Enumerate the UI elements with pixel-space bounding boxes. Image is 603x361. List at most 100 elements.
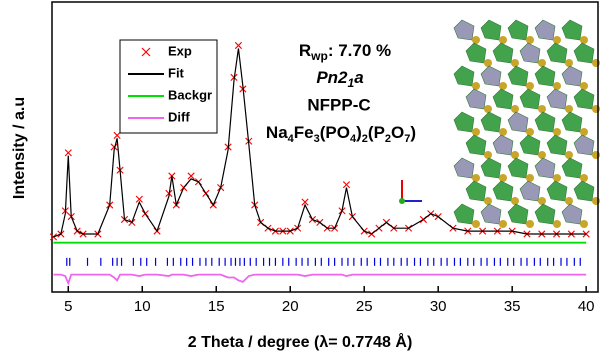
polyhedron xyxy=(547,43,567,63)
polyhedron xyxy=(520,181,540,201)
x-tick-label: 40 xyxy=(578,298,595,315)
polyhedron xyxy=(520,135,540,155)
polyhedron xyxy=(493,89,513,109)
polyhedron xyxy=(481,158,501,178)
atom xyxy=(526,36,534,44)
atom xyxy=(499,174,507,182)
polyhedron xyxy=(508,204,528,224)
formula-part: (P xyxy=(368,123,385,142)
atom xyxy=(553,82,561,90)
formula-part: Na xyxy=(266,123,288,142)
polyhedron xyxy=(562,20,582,40)
space-group: Pn21a xyxy=(316,68,363,90)
atom xyxy=(580,174,588,182)
atom xyxy=(472,128,480,136)
legend-label: Fit xyxy=(168,65,185,80)
polyhedron xyxy=(481,20,501,40)
atom xyxy=(580,36,588,44)
axis-triad xyxy=(399,180,422,204)
sample-name: NFPP-C xyxy=(307,95,370,114)
atom xyxy=(565,151,573,159)
polyhedron xyxy=(562,66,582,86)
polyhedron xyxy=(454,204,474,224)
polyhedron xyxy=(574,181,594,201)
exp-point xyxy=(235,42,241,48)
polyhedron xyxy=(508,112,528,132)
polyhedron xyxy=(562,112,582,132)
polyhedron xyxy=(562,158,582,178)
atom xyxy=(553,220,561,228)
formula-part: O xyxy=(391,123,404,142)
polyhedron xyxy=(547,89,567,109)
rwp: Rwp: 7.70 % xyxy=(299,41,391,63)
polyhedron xyxy=(520,43,540,63)
polyhedron xyxy=(508,20,528,40)
atom xyxy=(580,128,588,136)
legend-label: Backgr xyxy=(168,87,212,102)
polyhedron xyxy=(466,89,486,109)
atom xyxy=(484,105,492,113)
atom xyxy=(553,36,561,44)
polyhedron xyxy=(481,66,501,86)
atom xyxy=(484,59,492,67)
polyhedron xyxy=(547,181,567,201)
exp-point xyxy=(343,182,349,188)
atom xyxy=(484,151,492,159)
atom xyxy=(538,151,546,159)
crystal-structure xyxy=(454,20,600,228)
atom xyxy=(472,220,480,228)
polyhedron xyxy=(493,135,513,155)
polyhedron xyxy=(535,158,555,178)
polyhedron xyxy=(466,135,486,155)
polyhedron xyxy=(520,89,540,109)
atom xyxy=(565,105,573,113)
atom xyxy=(592,197,600,205)
polyhedron xyxy=(493,181,513,201)
polyhedron xyxy=(481,204,501,224)
y-axis-label: Intensity / a.u xyxy=(11,97,28,199)
legend-label: Exp xyxy=(168,43,192,58)
polyhedron xyxy=(574,43,594,63)
polyhedron xyxy=(562,204,582,224)
atom xyxy=(592,59,600,67)
polyhedron xyxy=(466,181,486,201)
series-line xyxy=(53,275,586,284)
formula-part: ) xyxy=(410,123,416,142)
polyhedron xyxy=(454,158,474,178)
atom xyxy=(484,197,492,205)
atom xyxy=(526,220,534,228)
atom xyxy=(526,82,534,90)
polyhedron xyxy=(535,112,555,132)
polyhedron xyxy=(454,20,474,40)
atom xyxy=(511,59,519,67)
x-tick-label: 35 xyxy=(504,298,521,315)
polyhedron xyxy=(454,112,474,132)
exp-point xyxy=(114,132,120,138)
polyhedron xyxy=(547,135,567,155)
x-tick-label: 10 xyxy=(134,298,151,315)
atom xyxy=(538,105,546,113)
formula-part: Fe xyxy=(294,123,314,142)
polyhedron xyxy=(535,20,555,40)
polyhedron xyxy=(535,204,555,224)
atom xyxy=(592,151,600,159)
atom xyxy=(499,82,507,90)
x-tick-label: 15 xyxy=(208,298,225,315)
atom xyxy=(538,59,546,67)
chart: 2 Theta / degree (λ= 0.7748 Å) Intensity… xyxy=(0,0,603,361)
legend-label: Diff xyxy=(168,109,190,124)
formula-part: (PO xyxy=(320,123,350,142)
polyhedron xyxy=(508,66,528,86)
atom xyxy=(472,36,480,44)
x-tick-label: 5 xyxy=(64,298,72,315)
exp-point xyxy=(188,173,194,179)
atom xyxy=(565,197,573,205)
atom xyxy=(511,105,519,113)
atom xyxy=(553,174,561,182)
atom xyxy=(580,220,588,228)
x-tick-label: 20 xyxy=(282,298,299,315)
polyhedron xyxy=(508,158,528,178)
atom xyxy=(553,128,561,136)
atom xyxy=(499,220,507,228)
x-axis-label: 2 Theta / degree (λ= 0.7748 Å) xyxy=(188,332,413,351)
